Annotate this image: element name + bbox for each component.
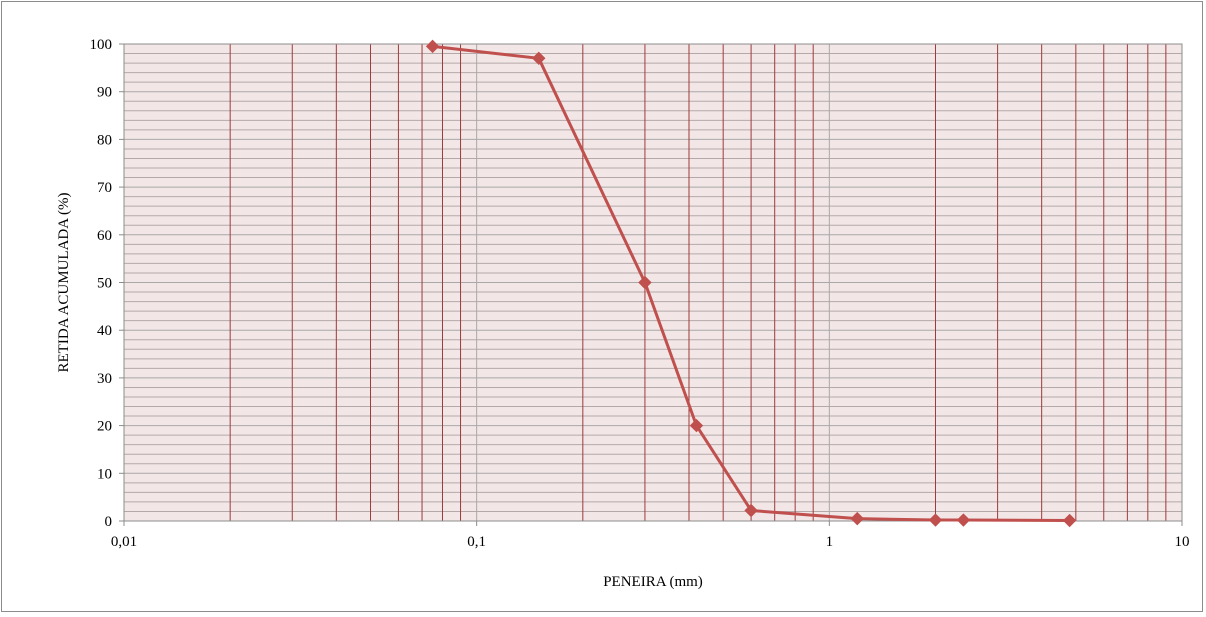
y-tick-label: 70 [97,180,112,196]
x-tick-label: 10 [1175,534,1190,550]
y-tick-label: 0 [105,514,113,530]
x-axis-title: PENEIRA (mm) [603,574,703,590]
x-tick-label: 1 [826,534,834,550]
x-tick-labels: 0,01 0,1 1 10 [111,521,1190,550]
data-point-marker [744,503,758,518]
series-layer [425,39,1077,528]
y-tick-label: 40 [97,323,112,339]
data-point-marker [425,39,440,54]
data-point-marker [928,513,943,527]
x-tick-label: 0,1 [467,534,486,550]
y-tick-label: 10 [97,466,112,482]
data-point-marker [850,511,864,526]
y-tick-label: 90 [97,85,112,101]
y-tick-labels: 0 10 20 30 40 50 60 70 80 90 100 [90,37,124,530]
y-tick-label: 30 [97,371,112,387]
data-point-marker [956,513,971,527]
data-point-marker [689,418,704,433]
y-tick-label: 20 [97,419,112,435]
data-point-marker [638,275,652,290]
y-tick-label: 60 [97,228,112,244]
y-tick-label: 80 [97,132,112,148]
x-tick-label: 0,01 [111,534,137,550]
grid-lines [124,44,1182,521]
data-point-marker [1062,513,1077,528]
y-axis-title: RETIDA ACUMULADA (%) [56,193,72,373]
y-tick-label: 50 [97,276,112,292]
y-tick-label: 100 [90,37,113,53]
data-point-marker [532,51,546,66]
